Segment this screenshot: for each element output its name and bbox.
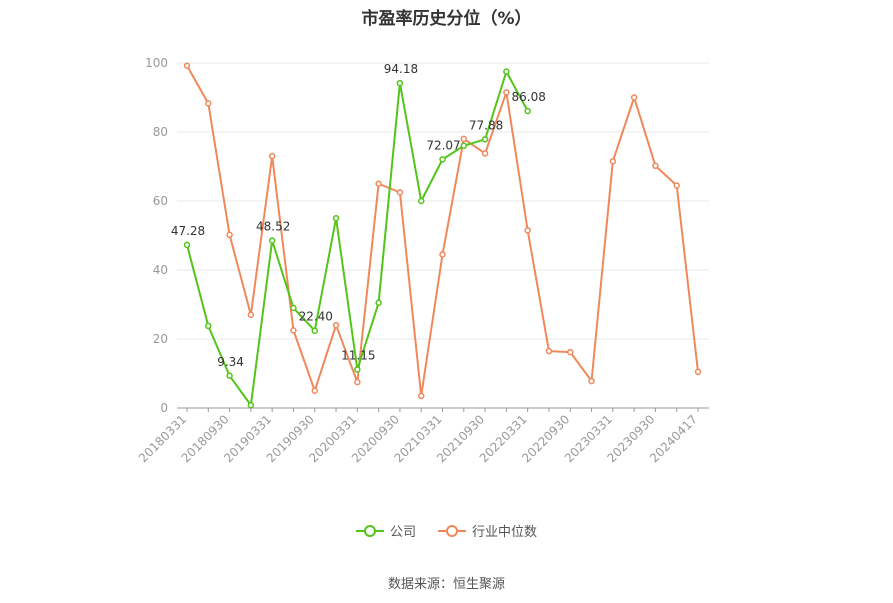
data-point — [567, 348, 574, 356]
legend: 公司 行业中位数 — [0, 521, 893, 540]
data-point — [694, 368, 702, 376]
data-point — [439, 251, 446, 258]
legend-label: 行业中位数 — [472, 525, 538, 540]
y-tick-label: 60 — [153, 194, 168, 208]
data-point — [205, 100, 212, 107]
y-tick-label: 20 — [153, 332, 168, 346]
data-point — [354, 366, 361, 373]
data-point — [396, 189, 404, 196]
data-point — [439, 156, 446, 163]
data-source-note: 数据来源：恒生聚源 — [387, 577, 505, 592]
data-point — [503, 68, 510, 75]
data-point — [375, 299, 382, 307]
data-label: 94.18 — [384, 62, 418, 76]
data-point — [290, 327, 297, 334]
legend-label: 公司 — [389, 525, 416, 540]
data-point — [247, 311, 255, 319]
data-point — [375, 180, 382, 187]
data-label: 22.40 — [299, 310, 333, 324]
y-tick-label: 80 — [153, 125, 168, 139]
data-label: 77.88 — [469, 118, 503, 132]
data-point — [226, 231, 233, 239]
legend-swatch — [438, 523, 466, 539]
data-point — [609, 158, 617, 165]
data-point — [588, 377, 595, 385]
series-layer — [183, 62, 702, 409]
data-point — [311, 387, 318, 394]
data-point — [396, 79, 404, 87]
data-point — [183, 241, 191, 249]
data-point — [354, 378, 361, 386]
x-axis: 2018033120180930201903312019093020200331… — [136, 407, 709, 465]
line-chart: 0 20 40 60 80 100 201803312018093020190331201… — [136, 56, 709, 465]
data-point — [332, 215, 340, 222]
data-label: 47.28 — [171, 224, 205, 238]
legend-marker — [446, 524, 458, 537]
data-point — [290, 304, 297, 312]
data-label: 72.07 — [426, 138, 460, 152]
legend-item[interactable]: 行业中位数 — [438, 521, 537, 540]
data-point — [524, 227, 531, 234]
data-point — [268, 152, 276, 160]
data-labels: 47.28 9.34 48.52 22.40 11.15 94.18 72.07 77.88 8… — [171, 62, 546, 369]
data-point — [183, 62, 191, 70]
legend-swatch — [355, 523, 384, 539]
data-point — [481, 136, 489, 143]
data-point — [417, 392, 425, 400]
data-label: 48.52 — [256, 220, 290, 234]
data-point — [460, 135, 468, 143]
data-point — [630, 94, 638, 101]
data-point — [417, 197, 425, 205]
y-axis: 0 20 40 60 80 100 — [145, 56, 168, 415]
y-tick-label: 100 — [145, 56, 168, 70]
data-point — [652, 162, 659, 170]
grid-lines — [177, 62, 709, 340]
data-point — [503, 89, 510, 96]
legend-item[interactable]: 公司 — [355, 521, 416, 540]
y-tick-label: 40 — [153, 263, 168, 277]
data-label: 11.15 — [341, 349, 375, 363]
chart-title: 市盈率历史分位（%） — [361, 9, 532, 29]
data-point — [247, 401, 255, 409]
data-point — [673, 182, 680, 189]
legend-marker — [363, 524, 376, 537]
data-label: 86.08 — [511, 90, 545, 104]
data-point — [205, 322, 212, 330]
data-point — [481, 150, 489, 157]
data-point — [545, 347, 553, 355]
data-point — [268, 237, 276, 244]
data-point — [460, 142, 468, 150]
data-point — [524, 107, 531, 115]
data-point — [332, 321, 340, 329]
data-label: 9.34 — [217, 355, 244, 369]
y-tick-label: 0 — [160, 401, 168, 415]
data-point — [311, 327, 318, 334]
data-point — [226, 372, 233, 380]
